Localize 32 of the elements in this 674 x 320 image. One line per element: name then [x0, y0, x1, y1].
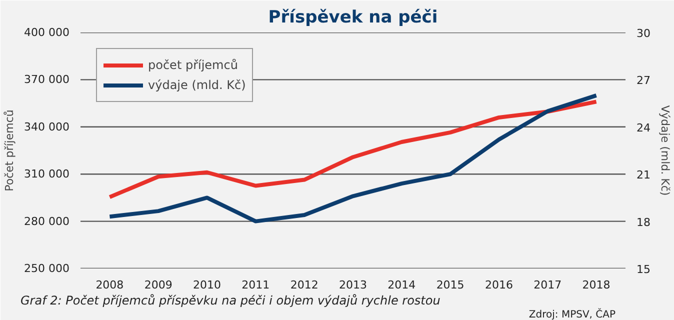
- y2-tick-label: 21: [636, 168, 650, 182]
- y-tick-label: 310 000: [24, 168, 70, 181]
- y-axis-title: Počet příjemců: [3, 110, 16, 192]
- y2-axis-title: Výdaje (mld. Kč): [658, 105, 672, 196]
- line-series: [108, 100, 598, 200]
- x-tick-label: 2011: [242, 278, 270, 292]
- y2-tick-label: 15: [636, 263, 650, 276]
- x-tick-label: 2009: [144, 278, 172, 292]
- x-tick-label: 2012: [290, 278, 318, 292]
- x-tick-label: 2013: [339, 278, 368, 292]
- x-tick-label: 2015: [436, 278, 464, 292]
- y2-tick-label: 18: [636, 216, 650, 229]
- y2-tick-label: 30: [636, 27, 650, 40]
- text: Graf 2: Počet příjemců příspěvku na péči i objem výdajů rychle rostou: [20, 294, 441, 308]
- y-tick-label: 280 000: [24, 214, 70, 228]
- x-tick-label: 2018: [582, 278, 610, 292]
- x-tick-label: 2010: [193, 278, 222, 292]
- y2-tick-label: 24: [636, 121, 650, 134]
- chart-title: Příspěvek na péči: [268, 8, 438, 28]
- y-tick-label: 250 000: [24, 262, 70, 275]
- legend-label: výdaje (mld. Kč): [148, 78, 246, 92]
- y-tick-label: 400 000: [24, 26, 70, 39]
- y-tick-label: 370 000: [24, 73, 70, 86]
- x-tick-label: 2016: [484, 278, 513, 292]
- text: Zdroj: MPSV, ČAP: [528, 308, 616, 320]
- x-tick-label: 2014: [388, 278, 416, 292]
- y-tick-label: 340 000: [24, 120, 70, 134]
- line-series: [108, 93, 598, 224]
- legend-label: počet příjemců: [148, 58, 238, 72]
- x-tick-label: 2008: [96, 278, 124, 292]
- x-tick-label: 2017: [534, 278, 562, 292]
- y2-tick-label: 27: [636, 74, 650, 88]
